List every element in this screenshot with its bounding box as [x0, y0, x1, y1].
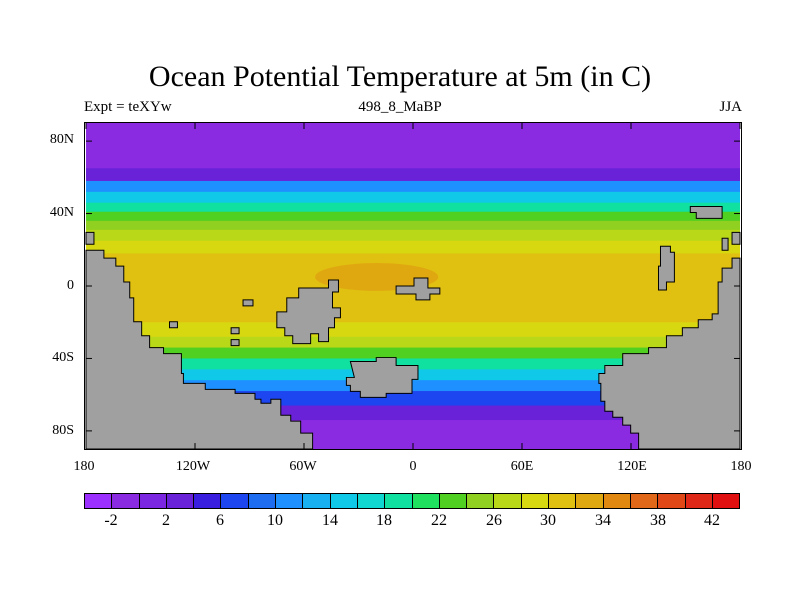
land-americas-west	[85, 249, 314, 449]
land-island-arc	[657, 245, 675, 291]
lon-label-0: 0	[409, 459, 417, 474]
colorbar-label: 30	[540, 512, 556, 529]
colorbar-label: 10	[267, 512, 283, 529]
lon-label-120e: 120E	[617, 459, 647, 474]
colorbar-cell	[712, 494, 740, 508]
temperature-band	[86, 358, 740, 370]
colorbar-label: 6	[216, 512, 224, 529]
map-title: Ocean Potential Temperature at 5m (in C)	[148, 60, 652, 93]
land-small-island-d	[168, 321, 178, 329]
colorbar-cell	[303, 494, 331, 508]
temperature-band	[86, 347, 740, 359]
land-central-continent	[276, 279, 341, 345]
colorbar-label: 2	[162, 512, 170, 529]
colorbar-label: 14	[322, 512, 338, 529]
map-ticks	[85, 123, 741, 449]
colorbar-label: 18	[376, 512, 392, 529]
land-small-island-c	[230, 339, 240, 347]
lon-label-60w: 60W	[289, 459, 317, 474]
colorbar-cell	[385, 494, 413, 508]
temperature-band	[86, 220, 740, 231]
colorbar-label: 42	[704, 512, 720, 529]
lon-label-60e: 60E	[510, 459, 534, 474]
colorbar	[84, 493, 740, 509]
temperature-band	[86, 180, 740, 193]
colorbar-cell	[467, 494, 495, 508]
temperature-band	[86, 191, 740, 204]
lat-label-40s: 40S	[52, 350, 74, 365]
land-small-island-b	[230, 327, 240, 335]
colorbar-label: 34	[595, 512, 611, 529]
colorbar-cell	[439, 494, 468, 508]
lon-label-180w: 180	[73, 459, 95, 474]
temperature-band	[86, 123, 740, 169]
land-small-island-a	[242, 299, 254, 307]
land-small-island-ne	[721, 237, 729, 251]
colorbar-cell	[576, 494, 604, 508]
land-mask	[85, 205, 741, 449]
land-west-edge	[85, 231, 95, 245]
colorbar-cell	[248, 494, 277, 508]
colorbar-cell	[276, 494, 304, 508]
colorbar-cell	[630, 494, 659, 508]
experiment-label: Expt = teXYw	[84, 99, 172, 115]
warm-pool	[315, 263, 439, 291]
land-northeast-fragment	[731, 231, 741, 245]
temperature-band	[86, 380, 740, 392]
colorbar-label: 26	[486, 512, 502, 529]
temperature-map	[84, 122, 742, 450]
colorbar-cell	[85, 494, 113, 508]
colorbar-label: 38	[650, 512, 666, 529]
season-label: JJA	[719, 99, 742, 115]
lat-label-80s: 80S	[52, 423, 74, 438]
temperature-band	[86, 240, 740, 254]
temperature-band	[86, 202, 740, 213]
colorbar-cell	[412, 494, 440, 508]
lat-label-40n: 40N	[49, 205, 74, 220]
temperature-band	[86, 336, 740, 349]
temperature-band	[86, 211, 740, 222]
colorbar-cell	[685, 494, 713, 508]
colorbar-cell	[330, 494, 358, 508]
land-equatorial-island	[395, 277, 441, 301]
time-label: 498_8_MaBP	[358, 99, 442, 115]
colorbar-cell	[112, 494, 140, 508]
colorbar-cell	[603, 494, 631, 508]
land-south-block	[345, 357, 419, 398]
land-north-island	[689, 205, 723, 219]
colorbar-cell	[139, 494, 167, 508]
colorbar-cell	[357, 494, 386, 508]
temperature-band	[86, 322, 740, 338]
temperature-band	[86, 229, 740, 242]
colorbar-cell	[221, 494, 249, 508]
colorbar-label: -2	[104, 512, 118, 529]
colorbar-cell	[494, 494, 522, 508]
lat-label-0: 0	[67, 278, 74, 293]
lat-label-80n: 80N	[49, 132, 74, 147]
lon-label-120w: 120W	[175, 459, 211, 474]
colorbar-cell	[194, 494, 222, 508]
colorbar-cell	[549, 494, 577, 508]
colorbar-cell	[658, 494, 686, 508]
colorbar-cell	[521, 494, 550, 508]
temperature-band	[86, 168, 740, 182]
lon-label-180e: 180	[730, 459, 752, 474]
colorbar-label: 22	[431, 512, 447, 529]
land-eastern-continent	[598, 257, 741, 449]
colorbar-cell	[166, 494, 195, 508]
